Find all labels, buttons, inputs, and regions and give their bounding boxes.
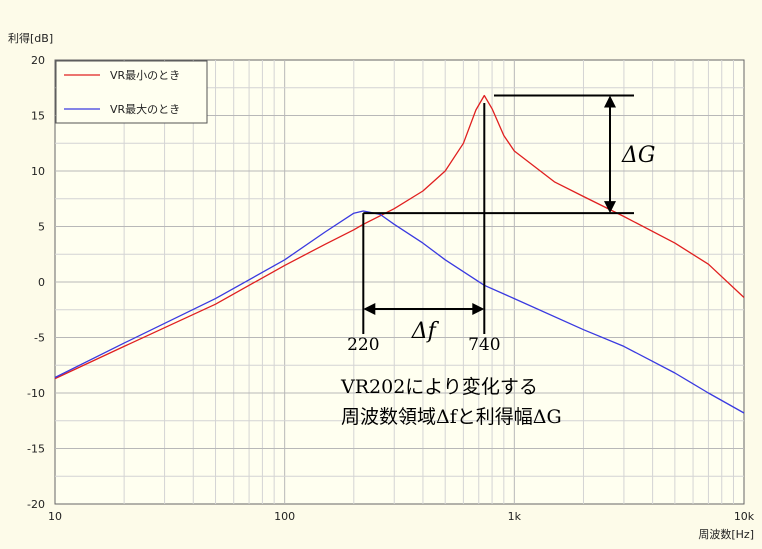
caption-line-2: 周波数領域Δfと利得幅ΔG — [341, 406, 562, 428]
caption-line-1: VR202により変化する — [340, 376, 538, 398]
f1-label: 220 — [347, 335, 379, 355]
x-tick-label: 10 — [48, 510, 62, 523]
series-line-1 — [54, 94, 745, 380]
series-line-2 — [54, 210, 745, 414]
legend: VR最小のとき VR最大のとき — [55, 60, 208, 124]
delta-g-arrowhead-top — [604, 95, 616, 108]
f2-label: 740 — [468, 335, 500, 355]
legend-label: VR最小のとき — [110, 69, 180, 82]
delta-g-label: ΔG — [621, 143, 655, 168]
y-tick-label: -10 — [27, 387, 45, 400]
y-tick-label: 20 — [31, 54, 45, 67]
y-tick-label: 10 — [31, 165, 45, 178]
y-tick-label: 0 — [38, 276, 45, 289]
data-series — [54, 94, 745, 414]
delta-f-arrowhead-left — [363, 303, 376, 315]
delta-f-arrowhead-right — [472, 303, 485, 315]
x-axis-label: 周波数[Hz] — [698, 528, 754, 541]
x-tick-label: 100 — [274, 510, 295, 523]
delta-f-label: Δf — [411, 319, 440, 344]
legend-label: VR最大のとき — [110, 102, 180, 116]
y-axis-label: 利得[dB] — [8, 32, 53, 45]
grid-lines — [55, 60, 744, 504]
y-tick-label: 5 — [38, 221, 45, 234]
y-tick-label: 15 — [31, 110, 45, 123]
y-tick-label: -20 — [27, 498, 45, 511]
delta-g-arrowhead-bottom — [604, 201, 616, 214]
x-tick-label: 1k — [508, 510, 522, 523]
x-tick-label: 10k — [734, 510, 755, 523]
y-tick-label: -5 — [34, 332, 45, 345]
y-tick-label: -15 — [27, 443, 45, 456]
